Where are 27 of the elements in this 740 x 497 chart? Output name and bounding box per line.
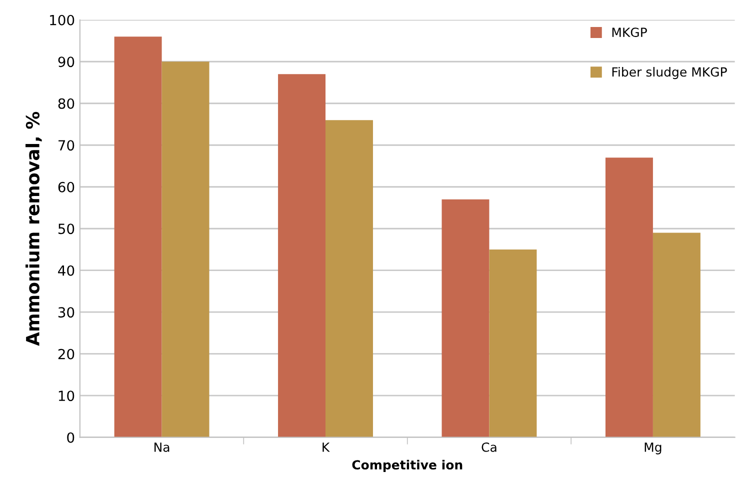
y-tick-label: 40 — [58, 265, 74, 276]
y-tick-label: 80 — [58, 98, 74, 109]
legend-label: Fiber sludge MKGP — [612, 66, 727, 80]
y-tick-label: 20 — [58, 348, 74, 360]
y-axis-title: Ammonium removal, % — [26, 112, 42, 346]
x-tick-label: Ca — [482, 442, 496, 452]
y-tick-label: 30 — [58, 307, 74, 318]
y-tick-label: 60 — [58, 182, 74, 192]
bar — [114, 36, 162, 438]
y-tick-label: 10 — [58, 390, 74, 402]
bar — [326, 120, 373, 438]
bar — [489, 249, 537, 438]
legend-label: MKGP — [612, 28, 647, 38]
y-tick-label: 100 — [50, 14, 74, 26]
bar — [278, 74, 326, 438]
bar — [652, 232, 700, 438]
bar — [162, 62, 210, 438]
x-tick-label: K — [322, 442, 330, 452]
y-tick-label: 90 — [58, 56, 74, 68]
x-axis-title: Competitive ion — [352, 460, 462, 472]
y-tick-label: 50 — [58, 224, 74, 234]
bar — [442, 199, 490, 438]
bar — [605, 158, 653, 438]
y-tick-label: 0 — [67, 432, 74, 443]
y-tick-label: 70 — [58, 140, 74, 151]
x-tick-label: Na — [154, 442, 170, 452]
x-tick-label: Mg — [644, 442, 662, 454]
